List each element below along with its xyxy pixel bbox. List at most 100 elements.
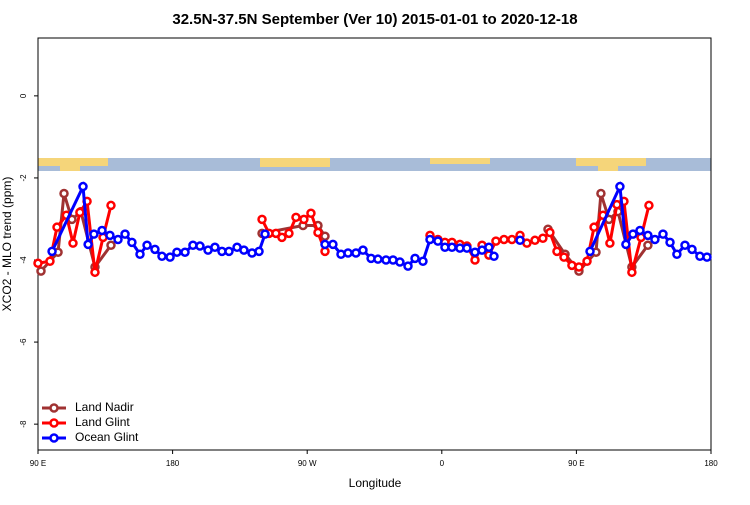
- point: [589, 222, 599, 232]
- point: [615, 181, 625, 192]
- point: [90, 267, 100, 278]
- point: [257, 214, 267, 225]
- point: [627, 267, 637, 278]
- point: [489, 251, 499, 262]
- point: [491, 236, 501, 246]
- point: [605, 238, 615, 248]
- map-strip: [38, 158, 711, 171]
- point: [658, 229, 668, 239]
- point: [59, 188, 69, 199]
- y-tick-label: -6: [19, 338, 28, 346]
- point: [271, 228, 281, 239]
- point: [106, 200, 116, 211]
- point: [277, 232, 287, 243]
- point: [33, 258, 43, 269]
- point: [254, 246, 264, 257]
- point: [643, 230, 653, 241]
- point: [78, 181, 88, 192]
- y-tick-label: -2: [19, 174, 28, 182]
- x-tick-label: 180: [166, 459, 180, 468]
- legend-label: Land Glint: [75, 415, 130, 429]
- y-tick-label: 0: [19, 93, 28, 98]
- point: [665, 237, 675, 248]
- point: [127, 237, 137, 248]
- point: [582, 256, 592, 266]
- point: [680, 240, 690, 250]
- series-line: [37, 196, 651, 273]
- point: [165, 252, 175, 262]
- point: [142, 240, 152, 250]
- point: [425, 234, 435, 245]
- point: [260, 229, 270, 239]
- point: [306, 208, 316, 218]
- plot-frame: [37, 37, 712, 451]
- point: [462, 243, 472, 253]
- point: [687, 244, 697, 255]
- point: [552, 246, 562, 257]
- y-tick-label: -4: [19, 256, 28, 264]
- point: [585, 246, 595, 257]
- point: [210, 242, 220, 253]
- point: [135, 249, 145, 260]
- point: [150, 244, 160, 255]
- x-tick-label: 0: [440, 459, 445, 468]
- point: [545, 227, 555, 238]
- point: [89, 229, 99, 239]
- point: [403, 261, 413, 271]
- y-tick-label: -8: [19, 420, 28, 428]
- point: [291, 212, 301, 223]
- point: [644, 200, 654, 211]
- point: [643, 240, 653, 250]
- point: [45, 256, 55, 266]
- point: [224, 246, 234, 257]
- point: [106, 240, 116, 250]
- point: [157, 251, 167, 262]
- chart-title: 32.5N-37.5N September (Ver 10) 2015-01-0…: [172, 11, 577, 28]
- x-tick-label: 90 W: [298, 459, 317, 468]
- point: [484, 242, 494, 253]
- point: [113, 234, 123, 245]
- point: [596, 188, 606, 199]
- point: [313, 227, 323, 238]
- series-line: [50, 180, 708, 269]
- point: [68, 238, 78, 248]
- point: [530, 235, 540, 246]
- point: [538, 233, 548, 244]
- point: [574, 262, 584, 272]
- legend-marker: [49, 418, 59, 428]
- legend-label: Ocean Glint: [75, 430, 139, 444]
- point: [120, 229, 130, 239]
- point: [672, 249, 682, 260]
- point: [239, 245, 249, 255]
- point: [343, 248, 353, 258]
- point: [373, 254, 383, 264]
- point: [635, 225, 645, 236]
- x-tick-label: 90 E: [568, 459, 584, 468]
- point: [499, 234, 509, 245]
- point: [52, 222, 62, 232]
- y-axis-title: XCO2 - MLO trend (ppm): [0, 177, 14, 312]
- legend-label: Land Nadir: [75, 400, 134, 414]
- point: [628, 229, 638, 239]
- point: [47, 246, 57, 257]
- point: [650, 234, 660, 245]
- point: [328, 239, 338, 250]
- point: [299, 214, 309, 225]
- point: [702, 252, 712, 262]
- point: [195, 241, 205, 251]
- x-tick-label: 90 E: [30, 459, 46, 468]
- point: [97, 225, 107, 236]
- point: [172, 247, 182, 257]
- point: [470, 255, 480, 265]
- point: [447, 242, 457, 253]
- point: [105, 230, 115, 241]
- x-axis-title: Longitude: [349, 476, 402, 490]
- point: [75, 207, 85, 218]
- legend-marker: [49, 403, 59, 413]
- x-tick-label: 180: [704, 459, 718, 468]
- point: [507, 234, 517, 245]
- point: [395, 257, 405, 267]
- point: [83, 239, 93, 250]
- point: [433, 236, 443, 246]
